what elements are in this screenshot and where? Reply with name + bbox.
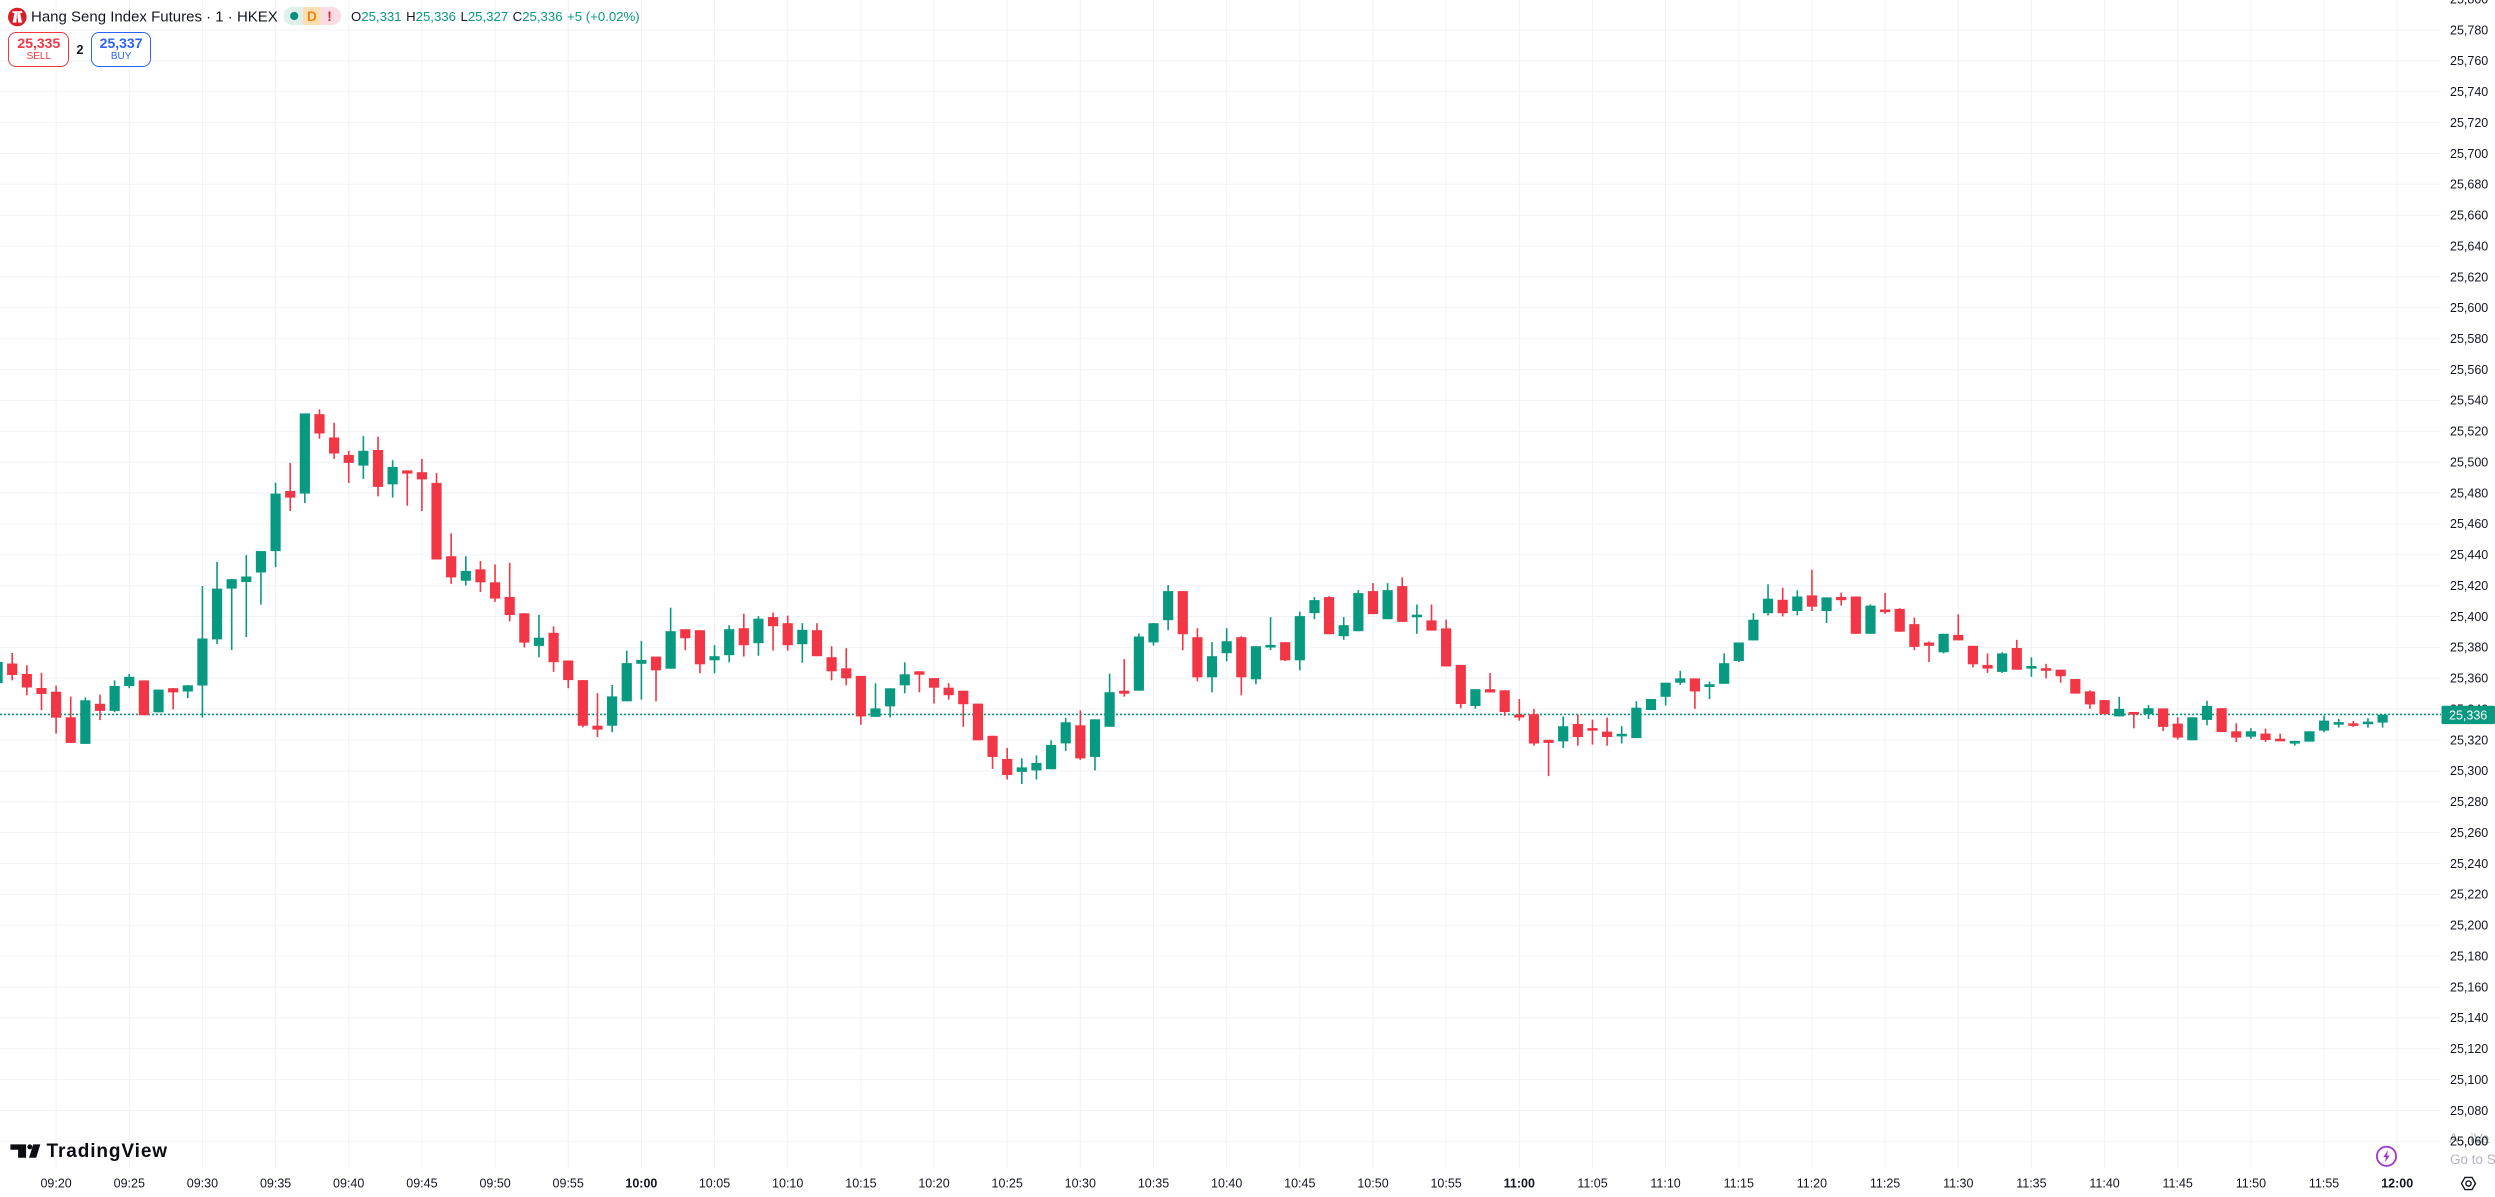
svg-text:25,100: 25,100 — [2450, 1073, 2488, 1087]
svg-text:10:40: 10:40 — [1211, 1177, 1242, 1191]
svg-text:25,720: 25,720 — [2450, 116, 2488, 130]
svg-text:11:45: 11:45 — [2163, 1177, 2193, 1191]
svg-text:25,620: 25,620 — [2450, 270, 2488, 284]
svg-text:11:40: 11:40 — [2089, 1177, 2119, 1191]
svg-text:25,120: 25,120 — [2450, 1042, 2488, 1056]
svg-text:10:45: 10:45 — [1284, 1177, 1315, 1191]
svg-text:25,540: 25,540 — [2450, 394, 2488, 408]
svg-text:11:00: 11:00 — [1504, 1177, 1535, 1191]
svg-text:25,160: 25,160 — [2450, 980, 2488, 994]
svg-text:10:05: 10:05 — [699, 1177, 730, 1191]
svg-text:10:20: 10:20 — [918, 1177, 949, 1191]
svg-text:09:40: 09:40 — [333, 1177, 364, 1191]
svg-text:25,440: 25,440 — [2450, 548, 2488, 562]
svg-text:10:30: 10:30 — [1065, 1177, 1096, 1191]
svg-text:Hang Seng Index Futures · 1 ·: Hang Seng Index Futures · 1 · HKEX — [31, 9, 278, 26]
svg-text:11:55: 11:55 — [2309, 1177, 2339, 1191]
svg-text:25,240: 25,240 — [2450, 857, 2488, 871]
svg-text:25,280: 25,280 — [2450, 795, 2488, 809]
svg-text:25,300: 25,300 — [2450, 764, 2488, 778]
svg-text:25,700: 25,700 — [2450, 147, 2488, 161]
svg-text:10:55: 10:55 — [1430, 1177, 1461, 1191]
svg-text:25,680: 25,680 — [2450, 178, 2488, 192]
svg-text:25,060: 25,060 — [2450, 1135, 2488, 1149]
svg-text:25,800: 25,800 — [2450, 0, 2488, 6]
svg-text:10:00: 10:00 — [625, 1177, 657, 1191]
svg-text:Go to S: Go to S — [2450, 1152, 2495, 1167]
svg-text:10:10: 10:10 — [772, 1177, 803, 1191]
svg-text:25,360: 25,360 — [2450, 672, 2488, 686]
svg-text:12:00: 12:00 — [2381, 1177, 2413, 1191]
svg-text:25,200: 25,200 — [2450, 919, 2488, 933]
svg-text:11:35: 11:35 — [2016, 1177, 2046, 1191]
svg-text:25,380: 25,380 — [2450, 641, 2488, 655]
svg-text:11:20: 11:20 — [1797, 1177, 1827, 1191]
svg-text:09:45: 09:45 — [406, 1177, 437, 1191]
svg-text:10:35: 10:35 — [1138, 1177, 1169, 1191]
svg-text:25,660: 25,660 — [2450, 209, 2488, 223]
svg-text:11:25: 11:25 — [1870, 1177, 1900, 1191]
svg-text:09:35: 09:35 — [260, 1177, 291, 1191]
svg-text:09:25: 09:25 — [114, 1177, 145, 1191]
svg-text:25,460: 25,460 — [2450, 517, 2488, 531]
svg-text:TradingView: TradingView — [47, 1141, 168, 1162]
svg-text:25,560: 25,560 — [2450, 363, 2488, 377]
svg-text:25,080: 25,080 — [2450, 1104, 2488, 1118]
svg-text:11:15: 11:15 — [1724, 1177, 1754, 1191]
svg-text:25,600: 25,600 — [2450, 301, 2488, 315]
svg-text:25,520: 25,520 — [2450, 425, 2488, 439]
svg-text:25,780: 25,780 — [2450, 23, 2488, 37]
svg-text:09:30: 09:30 — [187, 1177, 218, 1191]
svg-text:25,320: 25,320 — [2450, 733, 2488, 747]
svg-text:10:25: 10:25 — [992, 1177, 1023, 1191]
svg-text:11:50: 11:50 — [2236, 1177, 2266, 1191]
svg-text:25,760: 25,760 — [2450, 54, 2488, 68]
svg-text:25,260: 25,260 — [2450, 826, 2488, 840]
svg-text:25,500: 25,500 — [2450, 456, 2488, 470]
svg-text:25,640: 25,640 — [2450, 239, 2488, 253]
svg-text:25,480: 25,480 — [2450, 486, 2488, 500]
svg-text:!: ! — [327, 9, 332, 24]
svg-text:25,580: 25,580 — [2450, 332, 2488, 346]
svg-text:25,740: 25,740 — [2450, 85, 2488, 99]
svg-text:D: D — [307, 9, 317, 24]
svg-text:25,060: 25,060 — [2450, 1135, 2488, 1149]
svg-text:09:50: 09:50 — [479, 1177, 510, 1191]
svg-text:10:50: 10:50 — [1357, 1177, 1388, 1191]
svg-text:11:05: 11:05 — [1577, 1177, 1607, 1191]
svg-text:09:55: 09:55 — [553, 1177, 584, 1191]
svg-text:11:10: 11:10 — [1650, 1177, 1680, 1191]
svg-text:11:30: 11:30 — [1943, 1177, 1973, 1191]
svg-text:25,420: 25,420 — [2450, 579, 2488, 593]
svg-text:09:20: 09:20 — [40, 1177, 71, 1191]
svg-text:25,336: 25,336 — [2449, 709, 2487, 723]
svg-text:25,180: 25,180 — [2450, 949, 2488, 963]
svg-text:25,400: 25,400 — [2450, 610, 2488, 624]
svg-text:25,220: 25,220 — [2450, 888, 2488, 902]
svg-text:25,140: 25,140 — [2450, 1011, 2488, 1025]
svg-text:10:15: 10:15 — [845, 1177, 876, 1191]
